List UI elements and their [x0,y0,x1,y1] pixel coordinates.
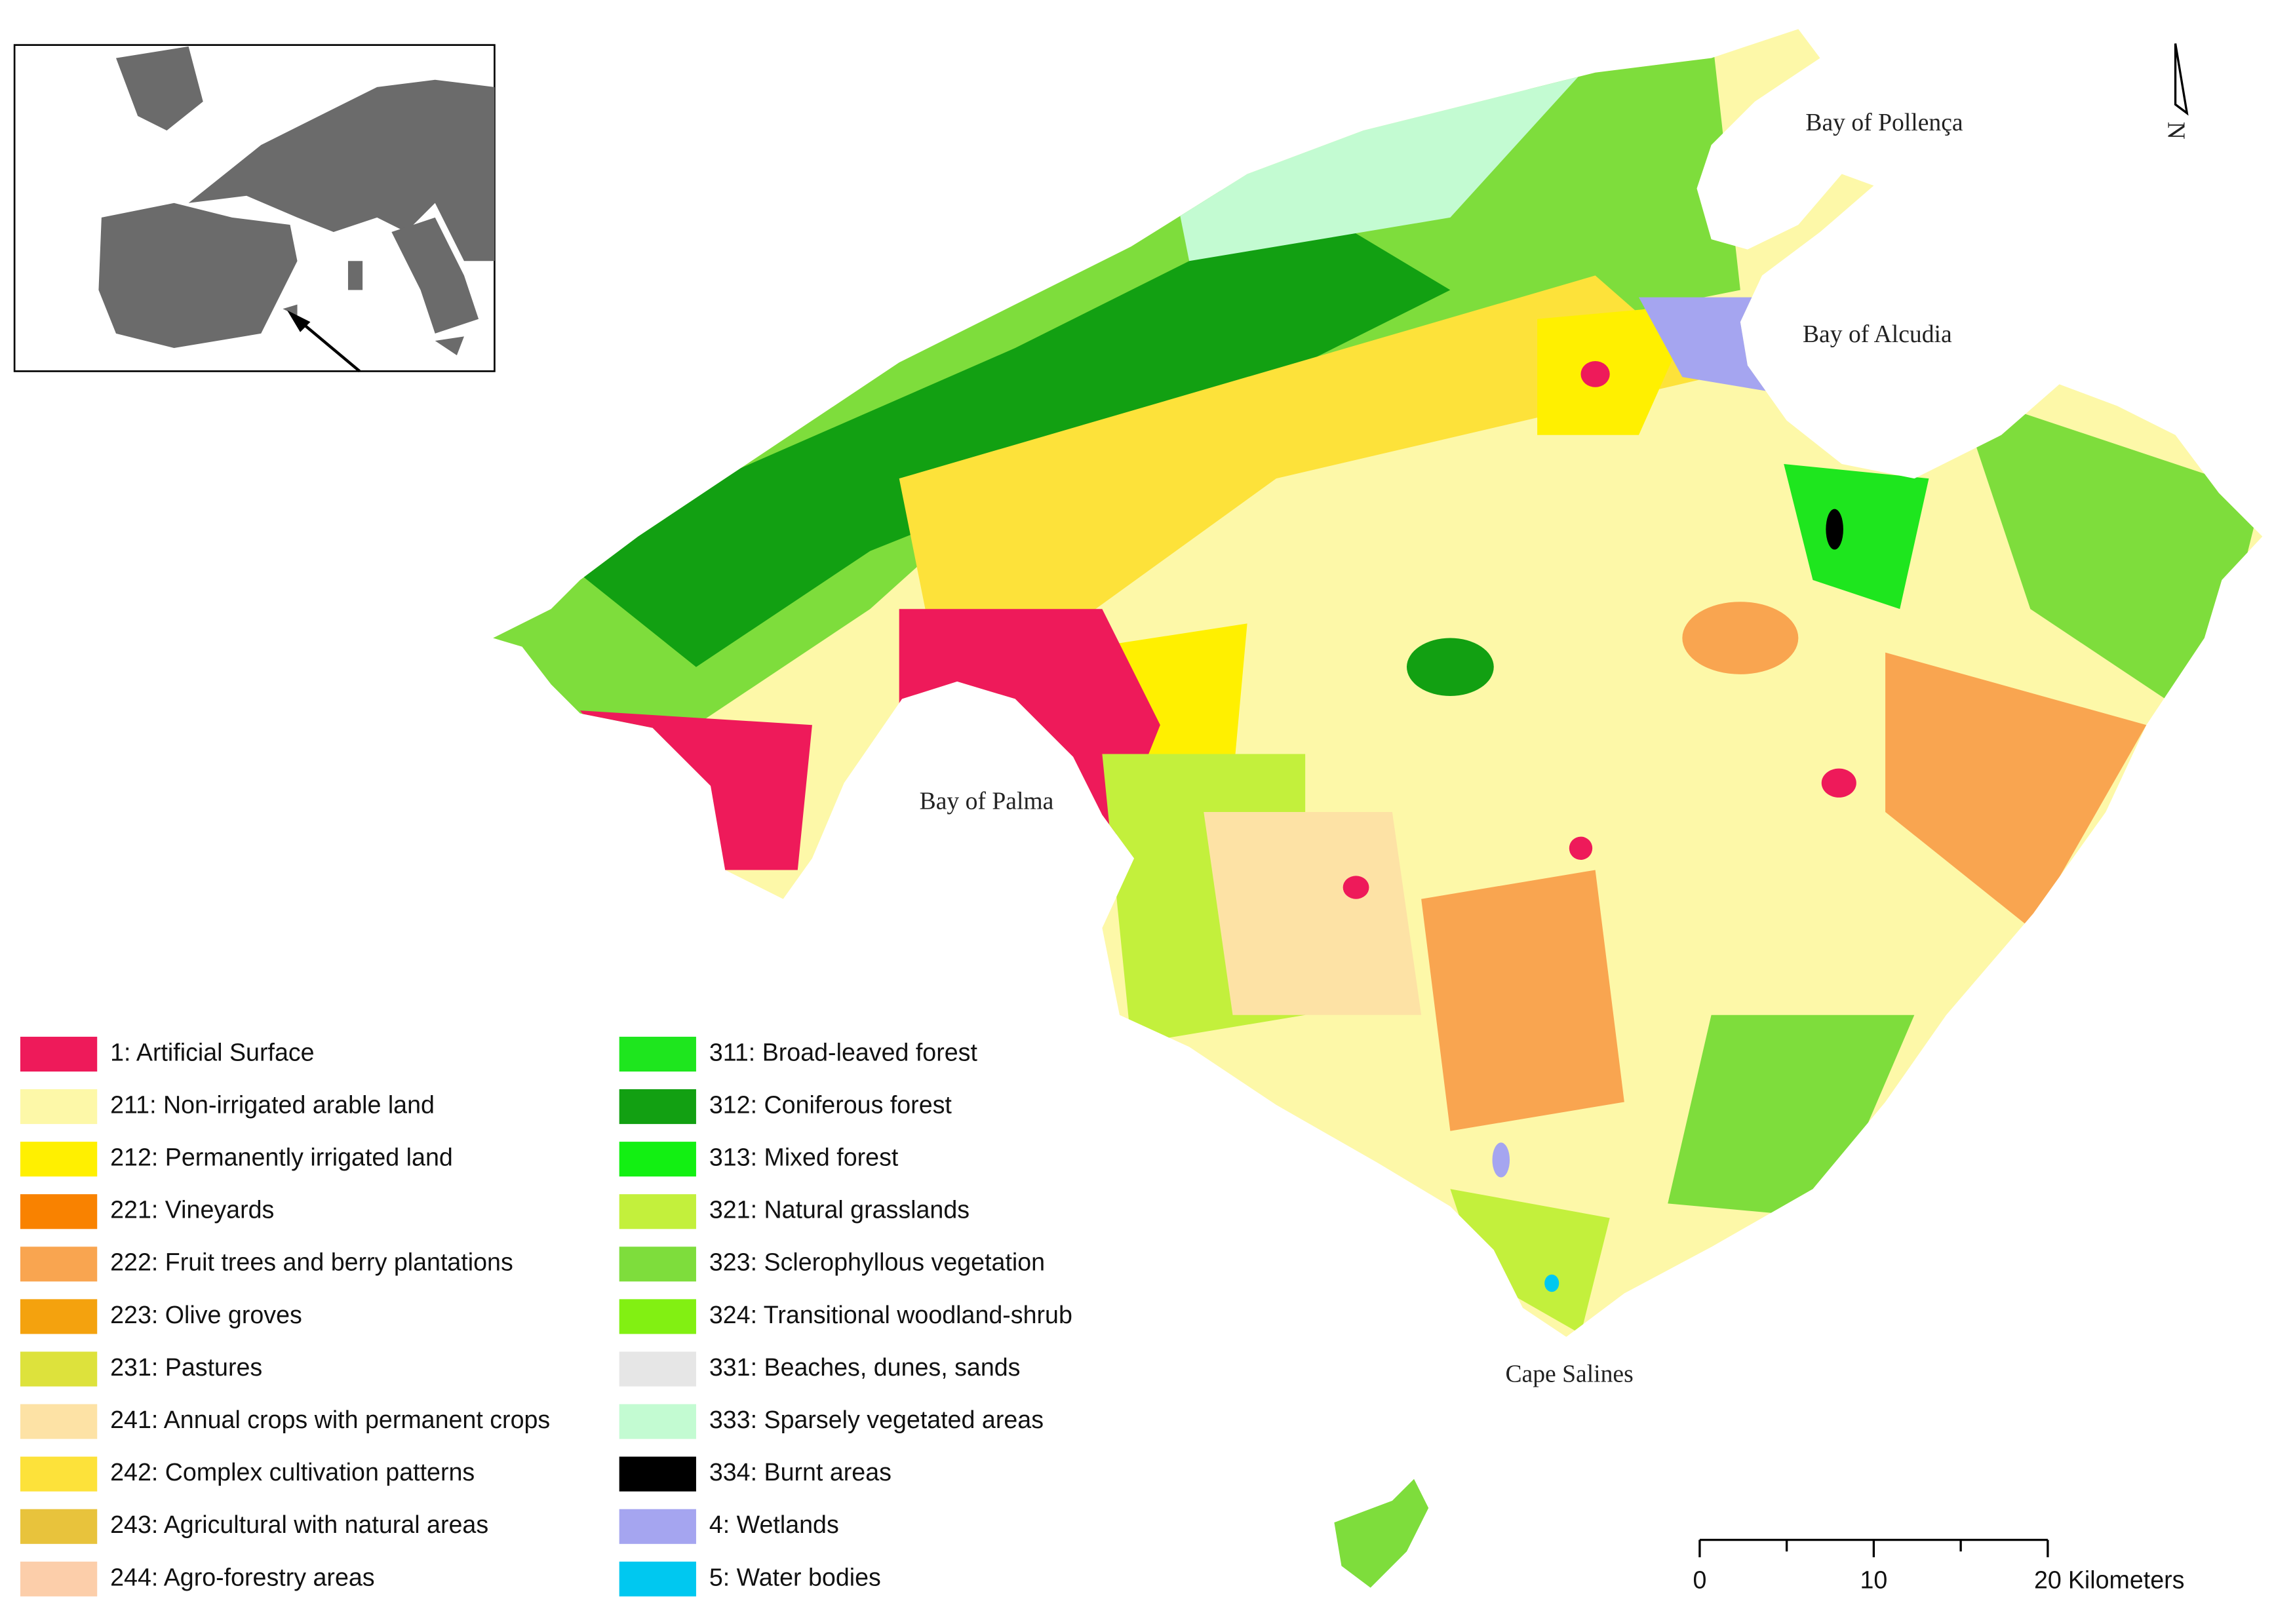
land-patch [1204,812,1422,1015]
place-label: Bay of Alcudia [1803,320,1952,348]
legend-label: 324: Transitional woodland-shrub [709,1301,1072,1328]
inset-land [98,46,495,356]
scale-label: 0 [1693,1566,1706,1594]
land-patch [1885,652,2147,928]
land-patch [551,203,1451,667]
land-patch [1580,360,1610,387]
north-label: N [2162,122,2189,140]
land-patch [1638,297,1770,392]
legend-swatch [20,1299,98,1334]
legend-swatch [619,1561,696,1596]
land-patch [1826,509,1843,550]
place-label: Bay of Palma [920,788,1054,815]
legend-label: 5: Water bodies [709,1563,881,1591]
legend-swatch [619,1404,696,1439]
legend-swatch [619,1142,696,1177]
legend-label: 222: Fruit trees and berry plantations [110,1248,513,1276]
legend-swatch [619,1351,696,1387]
scale-unit: Kilometers [2068,1566,2185,1594]
land-patch [1343,876,1369,899]
legend-swatch [20,1142,98,1177]
legend-swatch [20,1561,98,1596]
land-patch [1492,1142,1510,1178]
legend-swatch [619,1299,696,1334]
land-patch [1537,304,1697,435]
land-patch [1957,391,2263,725]
legend-swatch [20,1194,98,1229]
land-patch [1668,1015,1915,1218]
scale-label: 20 [2034,1566,2062,1594]
legend-label: 243: Agricultural with natural areas [110,1511,488,1538]
place-label: Bay of Pollença [1805,109,1963,136]
legend-swatch [20,1036,98,1072]
legend-label: 221: Vineyards [110,1196,274,1224]
legend-swatch [619,1194,696,1229]
legend-swatch [20,1351,98,1387]
legend-label: 333: Sparsely vegetated areas [709,1406,1044,1433]
land-patch [1821,768,1856,798]
legend-swatch [20,1456,98,1492]
legend-label: 242: Complex cultivation patterns [110,1458,475,1486]
legend-swatch [20,1404,98,1439]
land-patch [899,275,1712,667]
legend-label: 334: Burnt areas [709,1458,892,1486]
land-patch [1450,1189,1610,1334]
legend-swatch [20,1089,98,1125]
land-patch [1682,602,1799,674]
legend-label: 223: Olive groves [110,1301,302,1328]
legend-swatch [619,1247,696,1282]
scale-bar: 0 10 20 Kilometers [1693,1538,2185,1594]
legend-swatch [619,1089,696,1125]
legend-label: 244: Agro-forestry areas [110,1563,374,1591]
land-patch [1569,836,1593,860]
inset-arrowhead [287,310,311,332]
legend-label: 4: Wetlands [709,1511,839,1538]
legend-label: 1: Artificial Surface [110,1038,314,1066]
land-patch [579,710,812,870]
legend-label: 241: Annual crops with permanent crops [110,1406,550,1433]
legend-swatch [619,1509,696,1544]
land-patch [1421,870,1624,1131]
legend-label: 323: Sclerophyllous vegetation [709,1248,1045,1276]
land-patch [1784,464,1929,609]
legend-label: 311: Broad-leaved forest [709,1038,978,1066]
legend-label: 312: Coniferous forest [709,1091,952,1118]
legend-label: 331: Beaches, dunes, sands [709,1353,1021,1381]
scale-label: 10 [1860,1566,1887,1594]
legend-swatch [20,1509,98,1544]
islet [1334,1479,1429,1588]
legend-swatch [20,1247,98,1282]
land-patch [1544,1274,1559,1292]
legend-label: 321: Natural grasslands [709,1196,970,1224]
legend-label: 313: Mixed forest [709,1144,899,1171]
legend-label: 212: Permanently irrigated land [110,1144,453,1171]
place-label: Cape Salines [1505,1360,1633,1387]
land-patch [1595,703,1740,805]
legend-swatch [619,1456,696,1492]
inset-arrow [296,318,361,373]
legend-label: 231: Pastures [110,1353,262,1381]
land-patch [1407,638,1494,697]
legend-swatch [619,1036,696,1072]
north-arrow [2174,43,2189,116]
legend-label: 211: Non-irrigated arable land [110,1091,435,1118]
